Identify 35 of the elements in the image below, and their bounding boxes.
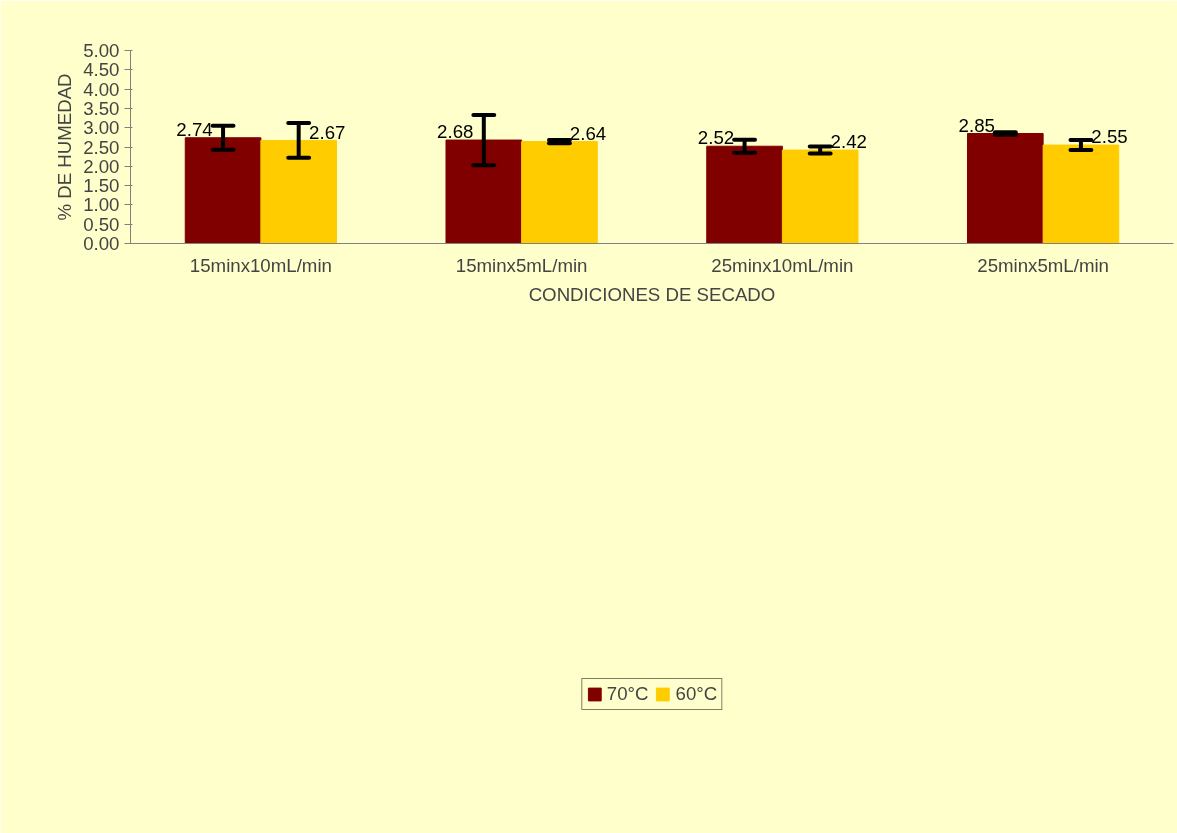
data-label: 2.85 xyxy=(958,114,995,136)
bar xyxy=(967,132,1044,244)
legend-label: 60°C xyxy=(675,682,718,705)
y-tick-label: 3.50 xyxy=(83,97,120,119)
y-tick-label: 5.00 xyxy=(83,40,120,61)
bar xyxy=(781,149,859,244)
data-label: 2.68 xyxy=(437,121,474,143)
x-tick-label: 15minx5mL/min xyxy=(455,254,588,276)
bar xyxy=(521,141,598,244)
x-tick-label: 25minx5mL/min xyxy=(977,254,1109,276)
y-tick-label: 4.00 xyxy=(83,78,120,100)
y-tick-label: 2.00 xyxy=(83,155,120,177)
data-label: 2.55 xyxy=(1091,126,1128,148)
bar xyxy=(706,145,783,244)
y-tick-label: 0.50 xyxy=(83,213,120,235)
x-tick-label: 15minx10mL/min xyxy=(189,254,332,276)
x-axis-title: CONDICIONES DE SECADO xyxy=(528,283,776,305)
y-tick-label: 3.00 xyxy=(83,117,120,139)
data-label: 2.42 xyxy=(830,131,867,153)
y-tick-label: 0.00 xyxy=(83,233,120,254)
data-label: 2.74 xyxy=(176,118,213,140)
bar xyxy=(260,139,337,244)
y-axis-title: % DE HUMEDAD xyxy=(54,73,76,221)
data-label: 2.67 xyxy=(309,121,346,143)
legend-label: 70°C xyxy=(606,682,649,705)
bar xyxy=(1042,144,1120,244)
y-tick-label: 4.50 xyxy=(83,59,120,81)
bar xyxy=(445,139,523,244)
y-tick-label: 1.50 xyxy=(83,175,120,197)
y-tick-label: 1.00 xyxy=(83,194,120,216)
x-tick-label: 25minx10mL/min xyxy=(711,254,854,276)
data-label: 2.64 xyxy=(569,122,607,144)
bar xyxy=(184,137,262,244)
data-label: 2.52 xyxy=(697,127,735,149)
y-tick-label: 2.50 xyxy=(83,136,120,158)
